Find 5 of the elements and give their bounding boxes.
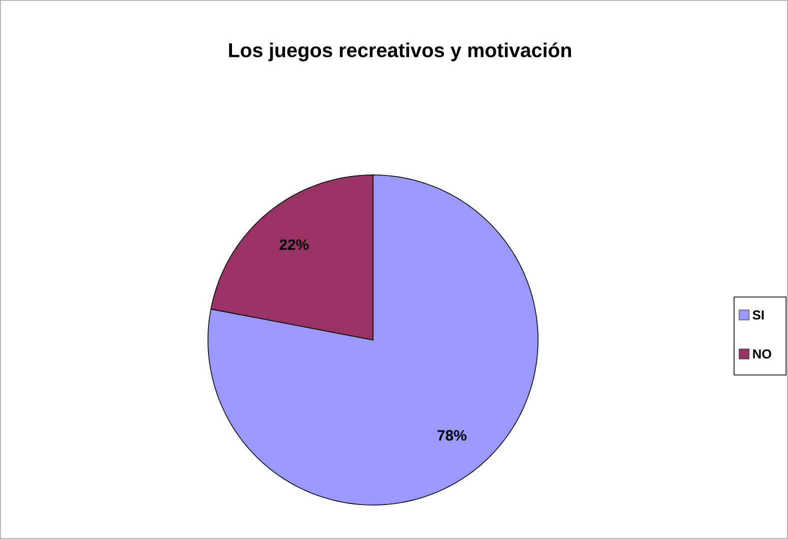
chart-title: Los juegos recreativos y motivación — [229, 42, 571, 62]
data-label: 22% — [280, 239, 309, 250]
legend-label: NO — [753, 349, 772, 359]
legend-label: SI — [752, 310, 764, 320]
data-label: 78% — [438, 430, 466, 441]
